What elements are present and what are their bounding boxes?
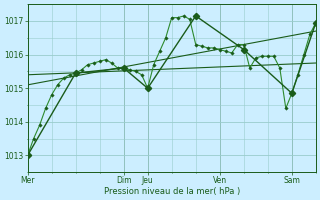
X-axis label: Pression niveau de la mer( hPa ): Pression niveau de la mer( hPa )	[104, 187, 240, 196]
